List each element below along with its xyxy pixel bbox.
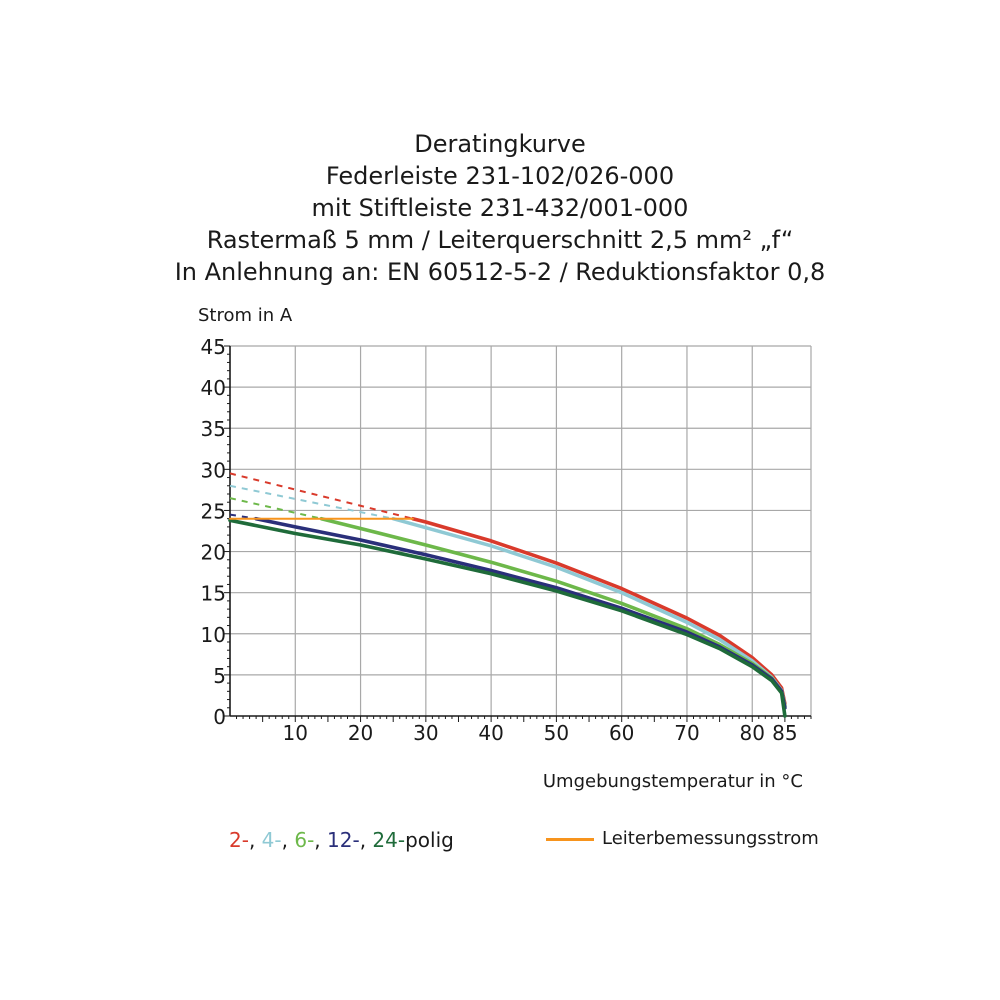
y-axis-label: Strom in A [198,305,293,326]
legend-item: 12- [327,828,360,852]
series-6-extrapolated [229,497,322,520]
x-tick-label-60: 60 [609,721,634,745]
legend-item: , [314,828,328,852]
legend-rated-current: Leiterbemessungsstrom [546,828,819,849]
y-tick-label-20: 20 [201,541,226,565]
x-tick-label-85: 85 [772,721,797,745]
rated-current-swatch [546,837,594,841]
y-tick-label-45: 45 [201,335,226,359]
axes [224,345,812,722]
series-12-extrapolated [229,513,257,520]
y-tick-label-0: 0 [213,705,226,729]
x-tick-label-20: 20 [348,721,373,745]
y-tick-label-5: 5 [213,664,226,688]
x-tick-label-70: 70 [674,721,699,745]
x-tick-label-10: 10 [283,721,308,745]
legend-item: polig [405,828,454,852]
y-tick-label-40: 40 [201,376,226,400]
legend-item: , [248,828,262,852]
y-tick-label-10: 10 [201,623,226,647]
y-tick-label-15: 15 [201,582,226,606]
series-4-line [391,516,787,708]
series-2-line [411,516,787,706]
title-line-2: Federleiste 231-102/026-000 [325,162,675,190]
series-24-line [228,518,787,718]
legend-item: 24- [372,828,406,852]
legend-item: 6- [294,828,315,852]
x-tick-label-40: 40 [478,721,503,745]
rated-current-label: Leiterbemessungsstrom [602,828,819,849]
x-tick-label-30: 30 [413,721,438,745]
series-4-extrapolated [229,484,394,520]
x-axis-label: Umgebungstemperatur in °C [543,771,803,792]
legend-series: 2-, 4-, 6-, 12-, 24-polig [229,828,454,852]
x-tick-label-50: 50 [544,721,569,745]
y-tick-label-25: 25 [201,499,226,523]
y-tick-label-35: 35 [201,417,226,441]
legend-item: 2- [229,828,249,852]
title-line-1: Deratingkurve [414,130,586,158]
legend-item: , [359,828,373,852]
chart-title: Deratingkurve Federleiste 231-102/026-00… [0,128,1000,288]
grid [230,345,812,716]
x-tick-label-80: 80 [740,721,765,745]
legend-item: , [281,828,295,852]
series-lines [228,472,787,718]
title-line-4: Rastermaß 5 mm / Leiterquerschnitt 2,5 m… [206,226,794,254]
series-2-extrapolated [229,472,414,520]
title-line-5: In Anlehnung an: EN 60512-5-2 / Reduktio… [174,258,826,286]
tick-labels: 0 5 10 15 20 25 30 35 40 45 10 20 30 40 50 60 70 80 85 [201,335,798,745]
series-12-line [254,516,787,710]
title-line-3: mit Stiftleiste 231-432/001-000 [311,194,689,222]
legend-item: 4- [261,828,282,852]
y-tick-label-30: 30 [201,458,226,482]
